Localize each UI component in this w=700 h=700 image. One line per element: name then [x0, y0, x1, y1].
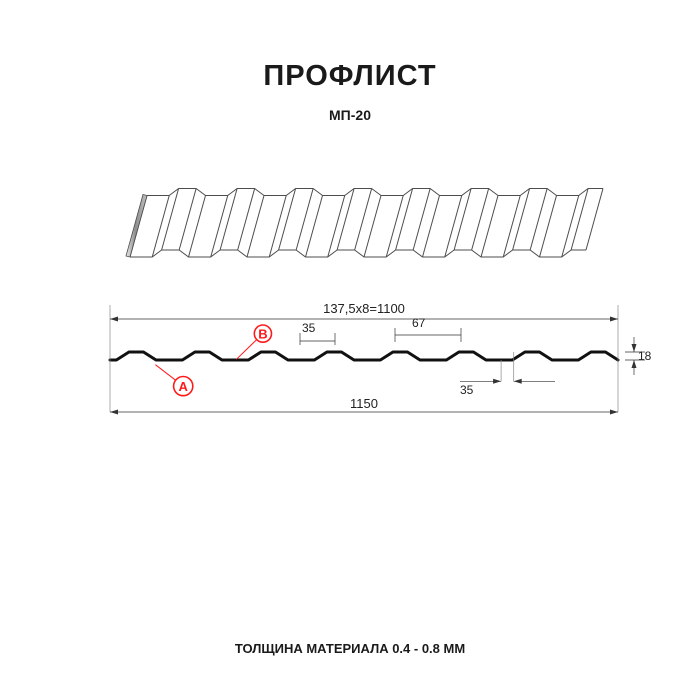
- svg-text:18: 18: [638, 349, 652, 363]
- svg-text:35: 35: [460, 383, 474, 397]
- svg-text:B: B: [258, 326, 267, 341]
- svg-text:A: A: [179, 379, 189, 394]
- svg-text:1150: 1150: [350, 396, 378, 411]
- svg-text:137,5x8=1100: 137,5x8=1100: [323, 301, 405, 316]
- svg-text:35: 35: [302, 321, 316, 335]
- svg-text:67: 67: [412, 316, 426, 330]
